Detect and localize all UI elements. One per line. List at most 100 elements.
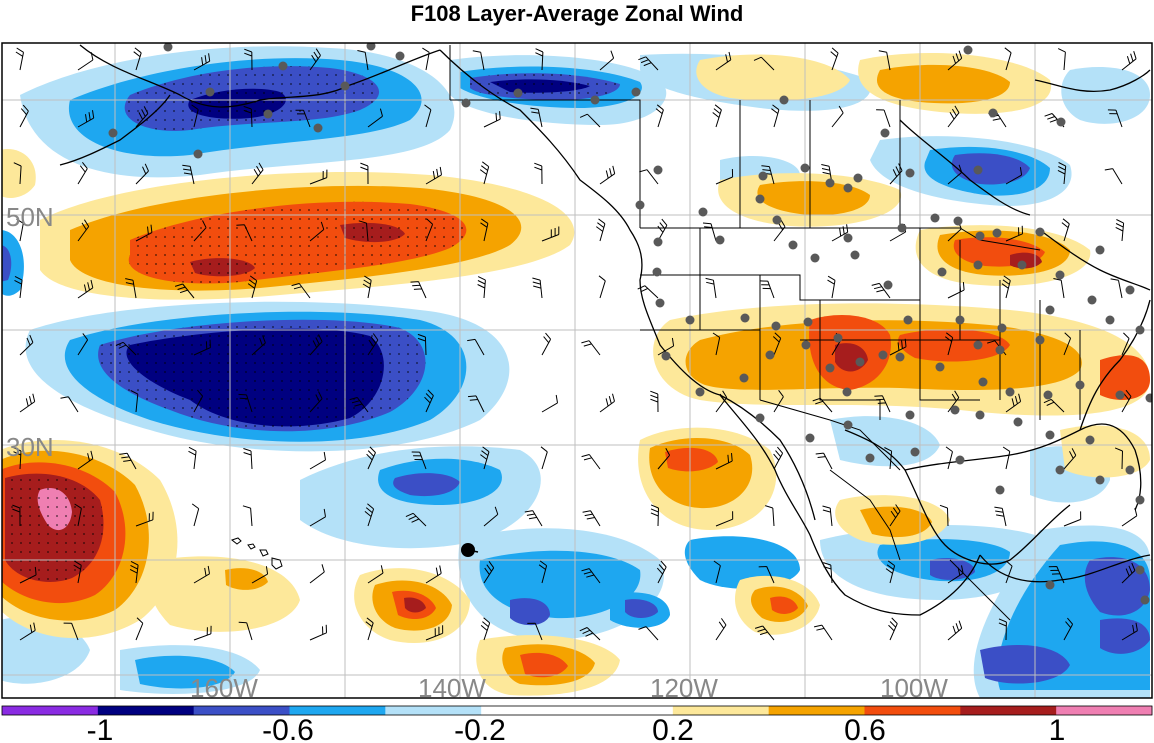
wind-barb xyxy=(480,617,491,641)
wind-barb xyxy=(425,166,442,185)
wind-barb xyxy=(309,451,326,470)
wind-barb xyxy=(812,397,833,413)
wind-barb xyxy=(242,505,253,527)
wind-barb xyxy=(133,47,142,71)
station-dot xyxy=(653,165,663,175)
wind-barb xyxy=(135,224,153,242)
wind-barb xyxy=(191,503,200,527)
coastlines xyxy=(59,44,1151,616)
station-dot xyxy=(880,128,890,138)
wind-barb xyxy=(243,448,253,470)
wind-barb xyxy=(309,169,328,185)
lon-label-160w: 160W xyxy=(190,673,258,703)
station-dot xyxy=(193,149,203,159)
wind-barb xyxy=(77,450,94,470)
wind-barb xyxy=(367,565,384,584)
station-dot xyxy=(340,81,350,91)
station-dot xyxy=(1145,393,1152,403)
wind-barb xyxy=(1107,109,1123,128)
station-dot xyxy=(788,240,798,250)
wind-barb xyxy=(1114,447,1123,470)
wind-barb xyxy=(193,339,211,356)
station-dot xyxy=(740,313,750,323)
wind-barb xyxy=(582,510,601,527)
colorbar-segment xyxy=(864,706,961,715)
wind-barb xyxy=(193,220,207,242)
station-dot xyxy=(655,298,665,308)
wind-barb xyxy=(772,332,782,356)
station-dot xyxy=(850,250,860,260)
wind-barb xyxy=(19,104,29,128)
station-dot xyxy=(973,260,983,270)
wind-barb xyxy=(815,452,833,470)
wind-barb xyxy=(530,107,543,128)
station-dot xyxy=(992,228,1002,238)
wind-barb xyxy=(939,504,949,527)
station-dot xyxy=(878,350,888,360)
wind-barb xyxy=(1063,332,1072,356)
station-dot xyxy=(905,410,915,420)
wind-barb xyxy=(483,561,495,584)
wind-barb xyxy=(712,104,722,128)
wind-barb xyxy=(994,506,1007,527)
station-dot xyxy=(1055,270,1065,280)
wind-barb xyxy=(830,47,839,71)
wind-barb xyxy=(656,560,667,584)
wind-barb xyxy=(947,50,963,71)
wind-barb xyxy=(947,105,960,128)
wind-barb xyxy=(1043,398,1065,413)
wind-barb xyxy=(19,334,34,356)
wind-barb xyxy=(885,560,896,584)
station-dot xyxy=(1005,387,1015,397)
station-dot xyxy=(905,168,915,178)
station-dot xyxy=(950,405,960,415)
wind-barb xyxy=(12,504,21,527)
wind-barb xyxy=(715,51,732,71)
wind-barb xyxy=(479,161,490,185)
station-dot xyxy=(163,43,173,52)
station-dot xyxy=(842,387,852,397)
station-dot xyxy=(685,315,695,325)
wind-barb xyxy=(715,511,734,527)
wind-barb xyxy=(715,453,733,470)
wind-barb xyxy=(77,333,89,356)
wind-barb xyxy=(1121,562,1136,584)
wind-barb xyxy=(773,446,784,470)
colorbar-segment xyxy=(97,706,195,715)
hawaii-islands xyxy=(230,537,283,570)
station-dot xyxy=(631,87,641,97)
station-dot xyxy=(953,216,963,226)
wind-barb xyxy=(639,169,659,185)
wind-barb xyxy=(1063,617,1074,641)
wind-barb xyxy=(14,275,23,299)
station-dot xyxy=(803,317,813,327)
wind-barb xyxy=(364,503,375,527)
colorbar-segment xyxy=(960,706,1057,715)
wind-barb xyxy=(422,47,430,71)
wind-barb xyxy=(759,280,775,299)
station-dot xyxy=(652,267,662,277)
wind-barb xyxy=(15,47,24,71)
wind-barb xyxy=(309,624,327,641)
station-dot xyxy=(910,447,920,457)
wind-barb xyxy=(998,618,1007,641)
station-dot xyxy=(590,95,600,105)
station-dot xyxy=(800,163,810,173)
wind-barb xyxy=(115,341,137,356)
wind-barb xyxy=(125,278,137,299)
wind-barb xyxy=(425,565,442,584)
wind-barb xyxy=(309,221,325,242)
wind-barb xyxy=(771,104,780,128)
station-dot xyxy=(653,237,663,247)
wind-barb xyxy=(1005,225,1023,242)
wind-barb xyxy=(1057,48,1066,71)
wind-barb xyxy=(309,391,323,413)
lon-label-100w: 100W xyxy=(880,673,948,703)
wind-barb xyxy=(1121,51,1137,71)
wind-barb xyxy=(1063,448,1077,470)
wind-barb xyxy=(243,105,253,128)
wind-barb xyxy=(650,504,659,527)
wind-barb xyxy=(236,224,253,242)
wind-barb xyxy=(77,219,90,242)
station-dot xyxy=(955,455,965,465)
